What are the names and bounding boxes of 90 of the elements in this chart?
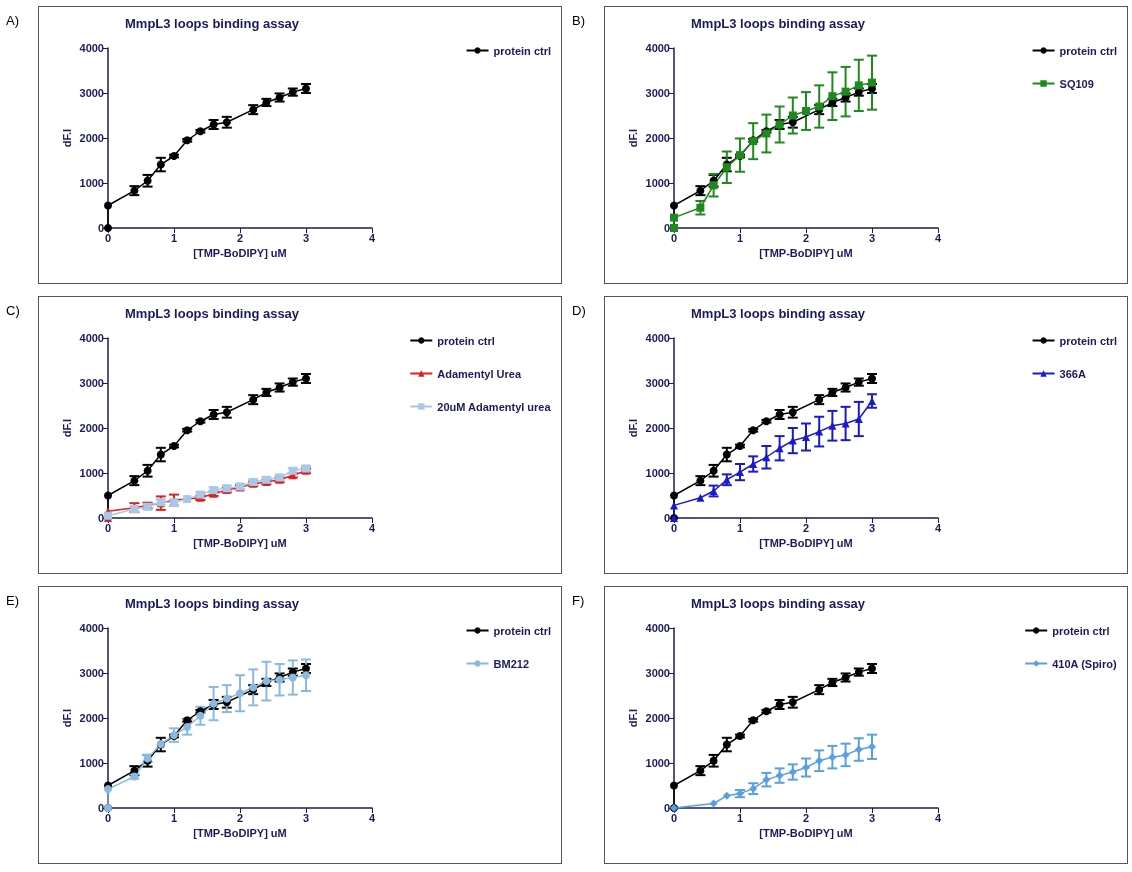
legend-label: 410A (Spiro)	[1052, 657, 1117, 670]
chart-title: MmpL3 loops binding assay	[125, 16, 300, 31]
y-tick-label: 0	[663, 512, 670, 524]
y-tick-label: 1000	[79, 177, 104, 189]
legend-label: Adamentyl Urea	[437, 367, 522, 380]
x-tick-label: 3	[868, 231, 876, 244]
y-tick-label: 4000	[645, 622, 670, 634]
x-tick-label: 2	[236, 811, 244, 824]
text: E)	[6, 593, 19, 608]
legend-label: protein ctrl	[1059, 334, 1117, 347]
y-axis-title: dF.I	[626, 708, 639, 728]
y-tick-label: 3000	[79, 667, 104, 679]
x-tick-label: 2	[236, 231, 244, 244]
y-tick-label: 0	[97, 222, 104, 234]
x-axis-title: [TMP-BoDIPY] uM	[193, 827, 287, 840]
y-axis-title: dF.I	[60, 418, 73, 438]
legend-label: protein ctrl	[493, 624, 551, 637]
x-tick-label: 1	[170, 521, 178, 534]
x-tick-label: 4	[368, 811, 376, 824]
legend-label: protein ctrl	[1052, 624, 1110, 637]
x-axis-title: [TMP-BoDIPY] uM	[193, 537, 287, 550]
x-tick-label: 4	[368, 231, 376, 244]
x-tick-label: 3	[868, 521, 876, 534]
x-tick-label: 4	[368, 521, 376, 534]
x-tick-label: 3	[302, 231, 310, 244]
x-tick-label: 4	[934, 521, 942, 534]
y-tick-label: 1000	[645, 757, 670, 769]
chart-title: MmpL3 loops binding assay	[691, 596, 866, 611]
x-tick-label: 3	[868, 811, 876, 824]
legend-label: 20uM Adamentyl urea	[437, 400, 552, 413]
legend-label: BM212	[493, 657, 530, 670]
y-tick-label: 4000	[645, 42, 670, 54]
y-axis-title: dF.I	[60, 708, 73, 728]
x-tick-label: 2	[802, 521, 810, 534]
y-axis-title: dF.I	[60, 128, 73, 148]
x-axis-title: [TMP-BoDIPY] uM	[759, 827, 853, 840]
y-tick-label: 0	[663, 222, 670, 234]
y-tick-label: 4000	[79, 332, 104, 344]
legend-label: SQ109	[1059, 77, 1094, 90]
y-tick-label: 4000	[79, 42, 104, 54]
x-tick-label: 1	[736, 811, 744, 824]
text: F)	[572, 593, 585, 608]
y-tick-label: 0	[97, 512, 104, 524]
y-tick-label: 0	[663, 802, 670, 814]
y-tick-label: 2000	[79, 712, 104, 724]
x-axis-title: [TMP-BoDIPY] uM	[193, 247, 287, 260]
y-tick-label: 2000	[645, 712, 670, 724]
x-tick-label: 4	[934, 811, 942, 824]
legend-label: protein ctrl	[493, 44, 551, 57]
x-tick-label: 2	[236, 521, 244, 534]
y-tick-label: 2000	[645, 132, 670, 144]
x-tick-label: 4	[934, 231, 942, 244]
y-axis-title: dF.I	[626, 128, 639, 148]
y-axis-title: dF.I	[626, 418, 639, 438]
text: D)	[572, 303, 586, 318]
y-tick-label: 3000	[79, 87, 104, 99]
x-tick-label: 1	[170, 231, 178, 244]
chart-title: MmpL3 loops binding assay	[125, 306, 300, 321]
text: A)	[6, 13, 19, 28]
x-axis-title: [TMP-BoDIPY] uM	[759, 247, 853, 260]
x-tick-label: 2	[802, 811, 810, 824]
chart-title: MmpL3 loops binding assay	[691, 16, 866, 31]
y-tick-label: 3000	[645, 667, 670, 679]
y-tick-label: 3000	[645, 87, 670, 99]
legend-label: 366A	[1059, 367, 1086, 380]
x-tick-label: 3	[302, 521, 310, 534]
x-tick-label: 2	[802, 231, 810, 244]
x-axis-title: [TMP-BoDIPY] uM	[759, 537, 853, 550]
y-tick-label: 3000	[645, 377, 670, 389]
legend-label: protein ctrl	[437, 334, 495, 347]
y-tick-label: 1000	[79, 757, 104, 769]
y-tick-label: 3000	[79, 377, 104, 389]
y-tick-label: 2000	[79, 422, 104, 434]
text: C)	[6, 303, 20, 318]
x-tick-label: 1	[736, 231, 744, 244]
y-tick-label: 0	[97, 802, 104, 814]
y-tick-label: 2000	[79, 132, 104, 144]
y-tick-label: 4000	[79, 622, 104, 634]
text: B)	[572, 13, 585, 28]
x-tick-label: 3	[302, 811, 310, 824]
x-tick-label: 1	[170, 811, 178, 824]
chart-title: MmpL3 loops binding assay	[691, 306, 866, 321]
legend-label: protein ctrl	[1059, 44, 1117, 57]
x-tick-label: 1	[736, 521, 744, 534]
y-tick-label: 4000	[645, 332, 670, 344]
y-tick-label: 1000	[645, 177, 670, 189]
chart-title: MmpL3 loops binding assay	[125, 596, 300, 611]
y-tick-label: 2000	[645, 422, 670, 434]
y-tick-label: 1000	[645, 467, 670, 479]
y-tick-label: 1000	[79, 467, 104, 479]
